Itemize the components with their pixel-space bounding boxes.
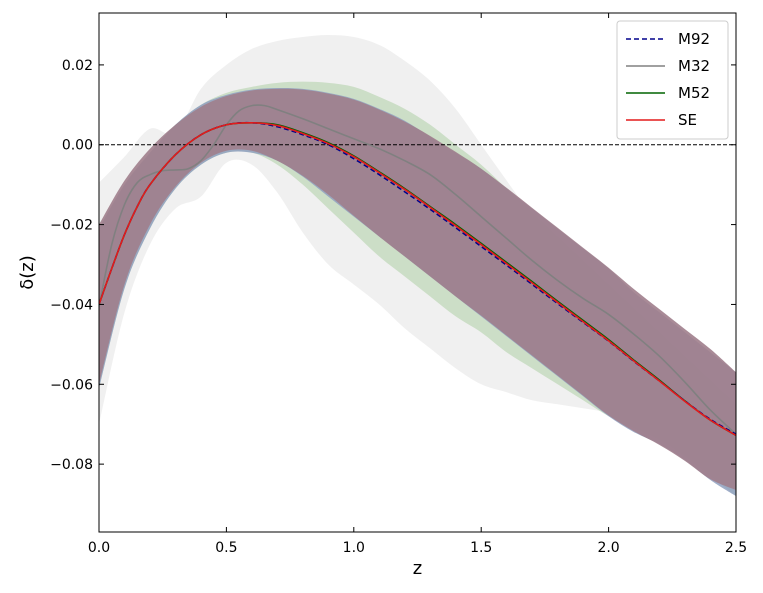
legend-label-m92: M92 — [678, 30, 710, 48]
legend-box — [616, 20, 729, 140]
data-series — [99, 104, 736, 437]
legend-label-m32: M32 — [678, 57, 710, 75]
x-tick-label: 1.5 — [470, 540, 492, 556]
y-tick-label: −0.06 — [50, 377, 93, 393]
band-m52 — [99, 81, 736, 497]
y-tick-label: 0.00 — [62, 138, 93, 154]
x-tick-label: 1.0 — [343, 540, 365, 556]
confidence-bands — [99, 34, 736, 497]
y-tick-label: −0.08 — [50, 457, 93, 473]
series-line-m32 — [99, 104, 736, 435]
legend: M92 M32 M52 SE — [616, 20, 729, 140]
legend-label-m52: M52 — [678, 84, 710, 102]
y-tick-label: −0.02 — [50, 218, 93, 234]
x-tick-label: 0.5 — [215, 540, 237, 556]
y-tick-label: 0.02 — [62, 58, 93, 74]
legend-label-se: SE — [678, 111, 697, 129]
x-tick-label: 2.5 — [725, 540, 747, 556]
y-axis-label: δ(z) — [17, 255, 38, 290]
band-se — [99, 88, 736, 491]
x-tick-label: 0.0 — [88, 540, 110, 556]
y-tick-label: −0.04 — [50, 297, 93, 313]
series-line-se — [99, 121, 736, 437]
axis-ticks: 0.0 0.5 1.0 1.5 2.0 2.5 0.02 0.00 −0.02 −0.04 −0.0… — [50, 13, 747, 556]
x-tick-label: 2.0 — [597, 540, 619, 556]
x-axis-label: z — [413, 558, 422, 579]
series-line-m92 — [99, 121, 736, 435]
plot-frame — [98, 12, 737, 533]
